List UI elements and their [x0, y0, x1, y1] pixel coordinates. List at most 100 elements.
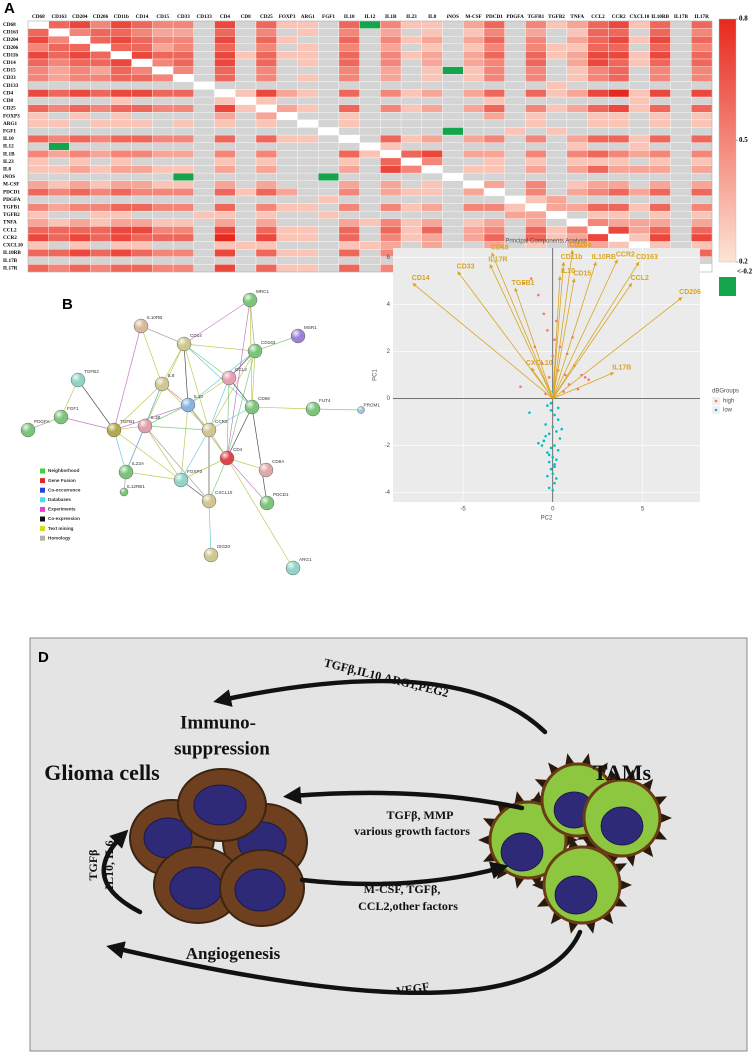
heatmap-cell — [525, 58, 547, 67]
heatmap-cell — [359, 150, 381, 159]
heatmap-cell — [400, 51, 422, 60]
data-point — [544, 434, 547, 438]
data-point — [551, 456, 555, 459]
heatmap-cell — [691, 112, 713, 121]
heatmap-cell — [318, 127, 340, 136]
heatmap-cell — [546, 66, 568, 75]
node-shine — [134, 319, 148, 333]
heatmap-cell — [525, 96, 547, 105]
heatmap-cell — [110, 172, 132, 181]
heatmap-cell — [110, 43, 132, 52]
heatmap-cell — [421, 112, 443, 121]
heatmap-cell — [546, 81, 568, 90]
column-label: TGFB2 — [548, 14, 565, 20]
node-label: IL10 — [194, 394, 203, 399]
heatmap-cell — [670, 226, 692, 235]
network-edge — [183, 343, 256, 352]
heatmap-cell — [110, 241, 132, 250]
heatmap-cell — [110, 249, 132, 257]
heatmap-cell — [152, 203, 174, 212]
heatmap-cell — [193, 264, 215, 273]
heatmap-cell — [48, 203, 70, 212]
heatmap-cell — [27, 74, 49, 83]
heatmap-cell — [421, 180, 443, 189]
colorbar-label: <-0.2 — [737, 268, 753, 276]
heatmap-cell — [359, 51, 381, 60]
heatmap-cell — [400, 20, 422, 29]
heatmap-cell — [649, 180, 671, 189]
heatmap-cell — [338, 104, 360, 113]
heatmap-cell — [587, 210, 609, 219]
heatmap-cell — [691, 104, 713, 113]
heatmap-cell — [172, 119, 194, 128]
process-label: Immuno- — [180, 712, 256, 733]
heatmap-cell — [152, 20, 174, 29]
heatmap-cell — [421, 218, 443, 227]
heatmap-cell — [359, 203, 381, 212]
tam-spike — [613, 863, 628, 874]
legend-label: Co-occurrence — [48, 487, 81, 492]
heatmap-cell — [628, 210, 650, 219]
heatmap-cell — [587, 226, 609, 235]
heatmap-cell — [318, 36, 340, 44]
row-label: TNFA — [3, 220, 17, 226]
column-label: CCL2 — [591, 14, 605, 20]
loading-label: CD14 — [412, 275, 430, 282]
heatmap-cell — [255, 89, 277, 98]
heatmap-cell — [214, 241, 236, 250]
heatmap-cell — [69, 134, 91, 143]
loading-arrow — [552, 278, 576, 399]
tam-spike — [641, 778, 654, 792]
heatmap-cell — [587, 195, 609, 204]
node-shine — [174, 473, 188, 487]
loading-arrow — [552, 259, 618, 399]
loading-label: IL10 — [561, 268, 575, 275]
heatmap-cell — [90, 210, 112, 219]
process-label: Angiogenesis — [186, 944, 281, 963]
heatmap-cell — [691, 89, 713, 98]
heatmap-cell — [214, 165, 236, 174]
node-label: ARG1 — [299, 557, 312, 562]
heatmap-cell — [235, 112, 257, 121]
heatmap-cell — [152, 241, 174, 250]
plot-background — [393, 248, 700, 502]
loading-arrow — [552, 282, 633, 399]
heatmap-cell — [649, 66, 671, 75]
network-edge — [180, 404, 189, 481]
heatmap-cell — [566, 119, 588, 128]
heatmap-cell — [546, 104, 568, 113]
node-label: MRC1 — [256, 289, 269, 294]
heatmap-cell — [546, 28, 568, 37]
heatmap-cell — [48, 112, 70, 121]
heatmap-cell — [504, 195, 526, 204]
heatmap-cell — [172, 233, 194, 242]
column-label: IL17R — [694, 14, 709, 20]
colorbar-label: 0.5 — [739, 136, 748, 144]
heatmap-cell — [359, 210, 381, 219]
heatmap-cell — [608, 127, 630, 136]
heatmap-cell — [27, 81, 49, 90]
heatmap-cell — [131, 96, 153, 105]
process-label: suppression — [174, 738, 270, 759]
diagram: D TGFβ,IL10,ARG1,PEG2 Immuno- suppressio… — [29, 637, 748, 1052]
heatmap-cell — [608, 36, 630, 44]
heatmap-cell — [110, 134, 132, 143]
heatmap-cell — [359, 43, 381, 52]
loading-arrow — [552, 261, 597, 399]
heatmap-cell — [504, 218, 526, 227]
column-label: CD163 — [51, 14, 67, 20]
heatmap-cell — [318, 43, 340, 52]
x-tick-label: 0 — [551, 507, 555, 513]
heatmap-cell — [255, 81, 277, 90]
heatmap-cell — [400, 150, 422, 159]
heatmap-cell — [276, 203, 298, 212]
heatmap-cell — [131, 142, 153, 151]
loading-label: CD204 — [570, 242, 592, 249]
node-label: PDCD1 — [273, 492, 289, 497]
heatmap-cell — [48, 180, 70, 189]
heatmap-cell — [276, 188, 298, 197]
heatmap-cell — [400, 28, 422, 37]
tam-nucleus — [554, 875, 598, 915]
heatmap-cell — [297, 226, 319, 235]
heatmap-cell — [691, 157, 713, 166]
